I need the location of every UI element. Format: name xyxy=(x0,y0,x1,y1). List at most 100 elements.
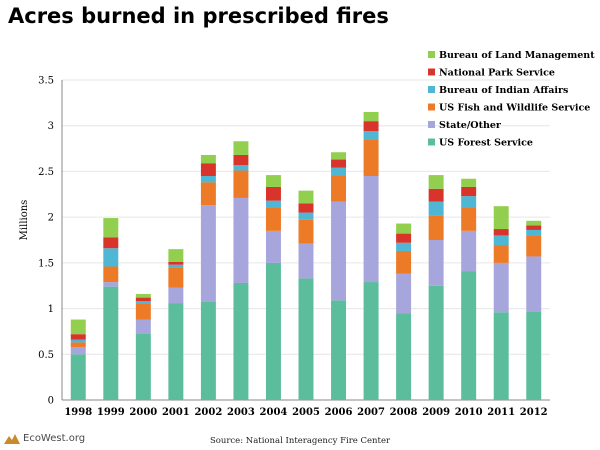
legend-swatch-bureau-of-land-management xyxy=(428,51,435,58)
bar-segment-us-fish-and-wildlife-service-2001 xyxy=(168,267,184,288)
bar-segment-us-fish-and-wildlife-service-2007 xyxy=(363,139,379,176)
bar-segment-state-other-2007 xyxy=(363,176,379,283)
bar-segment-state-other-2000 xyxy=(135,319,151,334)
bar-segment-us-forest-service-2012 xyxy=(526,311,542,400)
x-tick-label: 2002 xyxy=(194,407,222,418)
bar-segment-bureau-of-land-management-2009 xyxy=(428,175,444,189)
bar-segment-national-park-service-2005 xyxy=(298,203,314,213)
x-tick-label: 2005 xyxy=(292,407,320,418)
x-tick-label: 1998 xyxy=(64,407,92,418)
legend-label-bureau-of-land-management: Bureau of Land Management xyxy=(439,50,595,61)
legend-label-bureau-of-indian-affairs: Bureau of Indian Affairs xyxy=(439,85,568,96)
bar-segment-bureau-of-land-management-2006 xyxy=(331,152,347,160)
bar-segment-bureau-of-land-management-2007 xyxy=(363,112,379,122)
bar-segment-national-park-service-2010 xyxy=(461,186,477,197)
bar-segment-bureau-of-indian-affairs-2005 xyxy=(298,212,314,220)
bar-segment-state-other-2002 xyxy=(200,205,216,302)
bar-segment-state-other-2005 xyxy=(298,243,314,279)
bar-segment-us-fish-and-wildlife-service-2008 xyxy=(396,250,412,274)
bar-segment-us-fish-and-wildlife-service-2000 xyxy=(135,304,151,320)
legend-label-us-fish-and-wildlife-service: US Fish and Wildlife Service xyxy=(439,103,590,114)
bar-segment-us-forest-service-2005 xyxy=(298,278,314,400)
bar-segment-bureau-of-land-management-2004 xyxy=(265,175,281,187)
x-tick-label: 2009 xyxy=(422,407,450,418)
bar-segment-us-fish-and-wildlife-service-2004 xyxy=(265,208,281,231)
y-tick-label: 1.5 xyxy=(38,258,54,269)
bar-segment-bureau-of-indian-affairs-2001 xyxy=(168,264,184,268)
legend-swatch-us-forest-service xyxy=(428,138,435,146)
bar-segment-national-park-service-1999 xyxy=(103,237,119,249)
bar-segment-us-fish-and-wildlife-service-1998 xyxy=(70,342,86,347)
bar-segment-us-forest-service-2003 xyxy=(233,282,249,400)
bar-segment-national-park-service-2000 xyxy=(135,297,151,302)
bar-segment-bureau-of-indian-affairs-2009 xyxy=(428,201,444,216)
y-tick-label: 2.5 xyxy=(38,167,54,178)
bar-segment-us-forest-service-2001 xyxy=(168,303,184,400)
bar-segment-us-forest-service-2011 xyxy=(493,312,509,400)
x-tick-label: 2003 xyxy=(227,407,255,418)
bar-segment-us-fish-and-wildlife-service-2011 xyxy=(493,245,509,263)
y-tick-label: 0 xyxy=(48,396,54,407)
bar-segment-state-other-2006 xyxy=(331,201,347,301)
legend: Bureau of Land Management National Park S… xyxy=(428,50,595,149)
bar-segment-us-forest-service-2004 xyxy=(265,262,281,400)
bar-segment-bureau-of-indian-affairs-2004 xyxy=(265,200,281,208)
legend-label-state-other: State/Other xyxy=(439,120,502,131)
x-tick-label: 2011 xyxy=(487,407,515,418)
legend-swatch-us-fish-and-wildlife-service xyxy=(428,103,435,111)
bar-segment-bureau-of-land-management-2000 xyxy=(135,293,151,298)
mountain-logo-icon xyxy=(4,434,20,444)
bar-segment-national-park-service-2012 xyxy=(526,225,542,230)
bar-segment-state-other-2003 xyxy=(233,197,249,283)
y-tick-label: 2 xyxy=(48,213,54,224)
bar-segment-national-park-service-1998 xyxy=(70,334,86,340)
bar-segment-bureau-of-land-management-2002 xyxy=(200,154,216,164)
bar-segment-us-forest-service-2009 xyxy=(428,285,444,400)
bar-segment-state-other-2008 xyxy=(396,273,412,314)
source-note: Source: National Interagency Fire Center xyxy=(209,436,391,446)
x-tick-label: 2001 xyxy=(162,407,190,418)
bar-segment-bureau-of-land-management-2001 xyxy=(168,249,184,262)
bar-segment-bureau-of-land-management-2011 xyxy=(493,206,509,230)
bar-segment-bureau-of-indian-affairs-1999 xyxy=(103,248,119,267)
y-tick-label: 1 xyxy=(48,304,54,315)
bar-segment-us-fish-and-wildlife-service-2002 xyxy=(200,182,216,206)
bar-segment-national-park-service-2008 xyxy=(396,233,412,243)
bar-segment-us-forest-service-2002 xyxy=(200,301,216,400)
bar-segment-us-forest-service-2006 xyxy=(331,300,347,400)
x-tick-label: 2007 xyxy=(357,407,385,418)
bar-segment-national-park-service-2003 xyxy=(233,154,249,166)
bar-segment-state-other-1999 xyxy=(103,282,119,287)
bar-segment-state-other-2010 xyxy=(461,230,477,272)
bar-segment-us-fish-and-wildlife-service-2005 xyxy=(298,219,314,244)
y-tick-label: 0.5 xyxy=(38,350,54,361)
bar-segment-state-other-2004 xyxy=(265,230,281,263)
bar-segment-bureau-of-indian-affairs-2007 xyxy=(363,131,379,140)
legend-label-national-park-service: National Park Service xyxy=(439,68,555,79)
bar-segment-us-fish-and-wildlife-service-1999 xyxy=(103,266,119,283)
legend-label-us-forest-service: US Forest Service xyxy=(439,138,533,149)
bar-segment-state-other-1998 xyxy=(70,346,86,355)
bar-segment-us-fish-and-wildlife-service-2003 xyxy=(233,170,249,198)
bar-segment-us-fish-and-wildlife-service-2010 xyxy=(461,207,477,231)
bar-segment-state-other-2009 xyxy=(428,240,444,286)
bar-segment-bureau-of-indian-affairs-2010 xyxy=(461,196,477,208)
bar-segment-national-park-service-2009 xyxy=(428,188,444,202)
bars xyxy=(70,112,542,400)
x-tick-label: 2010 xyxy=(455,407,483,418)
bar-segment-national-park-service-2006 xyxy=(331,159,347,168)
bar-segment-bureau-of-indian-affairs-1998 xyxy=(70,339,86,343)
bar-segment-bureau-of-land-management-1998 xyxy=(70,319,86,335)
x-tick-label: 2004 xyxy=(260,407,288,418)
bar-segment-us-fish-and-wildlife-service-2009 xyxy=(428,215,444,240)
x-tick-label: 2008 xyxy=(390,407,418,418)
bar-segment-us-forest-service-2008 xyxy=(396,313,412,400)
bar-segment-state-other-2011 xyxy=(493,262,509,313)
bar-segment-national-park-service-2004 xyxy=(265,186,281,201)
legend-swatch-national-park-service xyxy=(428,68,435,76)
y-axis-label: Millions xyxy=(19,200,30,241)
y-tick-label: 3.5 xyxy=(38,76,54,87)
bar-segment-national-park-service-2002 xyxy=(200,163,216,176)
bar-segment-bureau-of-land-management-2012 xyxy=(526,220,542,226)
